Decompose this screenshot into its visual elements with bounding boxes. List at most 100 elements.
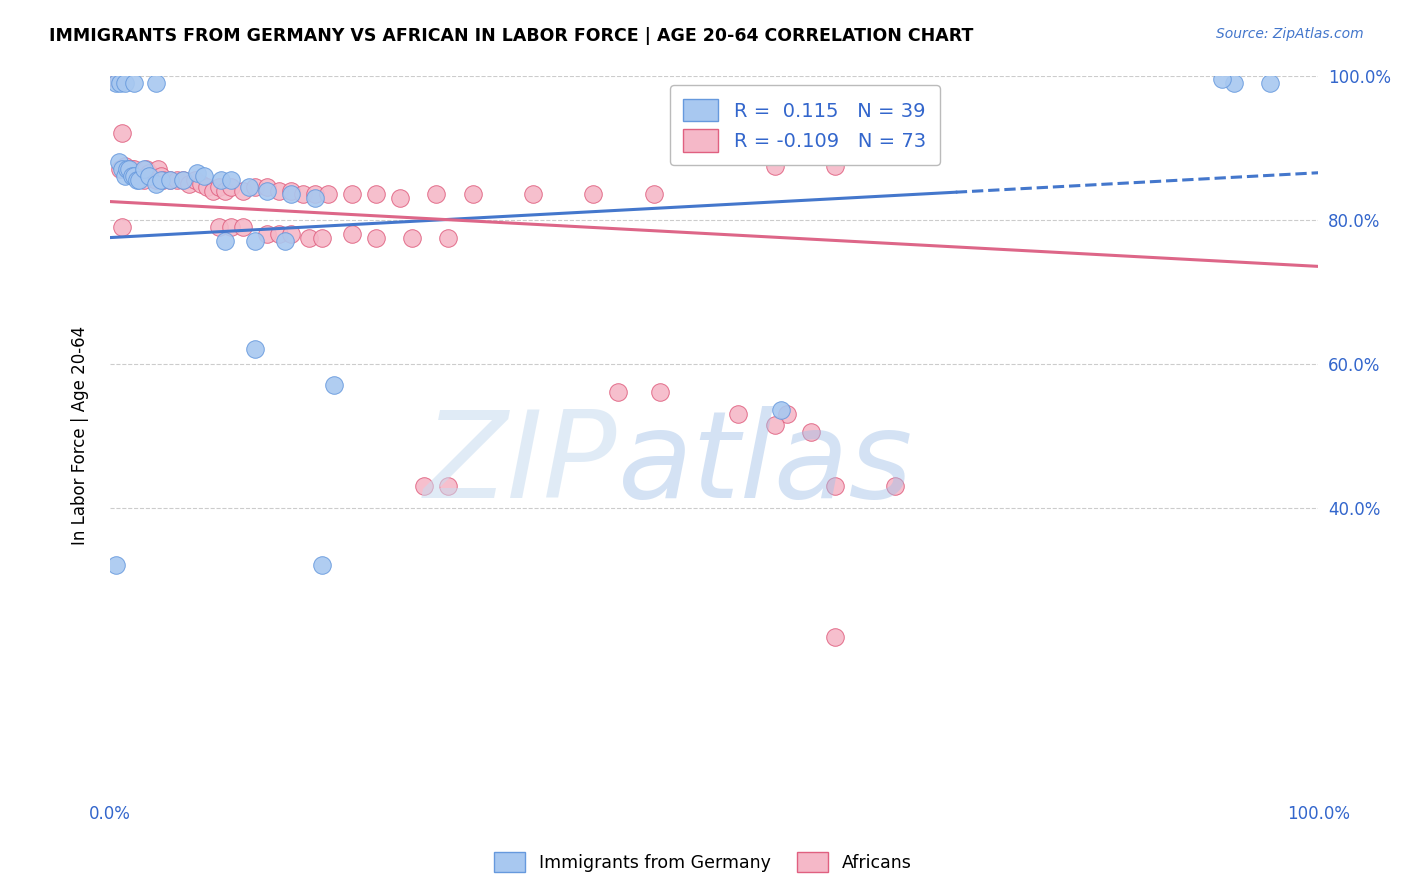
Point bbox=[311, 230, 333, 244]
Point bbox=[159, 173, 181, 187]
Point bbox=[800, 425, 823, 439]
Point bbox=[824, 630, 846, 644]
Point bbox=[340, 227, 363, 241]
Point bbox=[769, 403, 792, 417]
Text: ZIP: ZIP bbox=[425, 406, 617, 523]
Point bbox=[209, 173, 232, 187]
Point bbox=[145, 177, 167, 191]
Point bbox=[643, 187, 665, 202]
Point bbox=[159, 173, 181, 187]
Point bbox=[437, 230, 460, 244]
Point bbox=[183, 173, 205, 187]
Point bbox=[582, 187, 605, 202]
Point bbox=[304, 187, 326, 202]
Point bbox=[1211, 72, 1233, 87]
Text: IMMIGRANTS FROM GERMANY VS AFRICAN IN LABOR FORCE | AGE 20-64 CORRELATION CHART: IMMIGRANTS FROM GERMANY VS AFRICAN IN LA… bbox=[49, 27, 973, 45]
Point bbox=[269, 184, 291, 198]
Point bbox=[122, 169, 145, 184]
Point bbox=[340, 187, 363, 202]
Point bbox=[111, 219, 134, 234]
Point bbox=[214, 184, 236, 198]
Point bbox=[1222, 76, 1244, 90]
Point bbox=[121, 169, 143, 184]
Point bbox=[824, 479, 846, 493]
Point bbox=[149, 173, 172, 187]
Point bbox=[208, 180, 231, 194]
Point bbox=[389, 191, 412, 205]
Point bbox=[311, 558, 333, 573]
Point bbox=[256, 227, 278, 241]
Point bbox=[298, 230, 321, 244]
Text: Source: ZipAtlas.com: Source: ZipAtlas.com bbox=[1216, 27, 1364, 41]
Legend: R =  0.115   N = 39, R = -0.109   N = 73: R = 0.115 N = 39, R = -0.109 N = 73 bbox=[669, 86, 939, 165]
Point bbox=[884, 479, 907, 493]
Point bbox=[149, 169, 172, 184]
Point bbox=[108, 162, 131, 177]
Point bbox=[114, 76, 136, 90]
Point bbox=[316, 187, 339, 202]
Point bbox=[437, 479, 460, 493]
Point bbox=[111, 162, 134, 177]
Point bbox=[256, 180, 278, 194]
Point bbox=[177, 177, 200, 191]
Point bbox=[152, 173, 174, 187]
Point bbox=[280, 184, 302, 198]
Point bbox=[129, 169, 152, 184]
Point bbox=[256, 184, 278, 198]
Point bbox=[413, 479, 436, 493]
Point bbox=[190, 177, 212, 191]
Point bbox=[145, 76, 167, 90]
Point bbox=[776, 407, 799, 421]
Point bbox=[125, 166, 148, 180]
Point bbox=[172, 173, 194, 187]
Point bbox=[292, 187, 315, 202]
Point bbox=[128, 173, 150, 187]
Point bbox=[107, 155, 129, 169]
Point bbox=[522, 187, 544, 202]
Point bbox=[118, 162, 141, 177]
Point bbox=[606, 385, 628, 400]
Point bbox=[727, 407, 749, 421]
Point bbox=[461, 187, 484, 202]
Point bbox=[121, 162, 143, 177]
Point bbox=[105, 76, 128, 90]
Point bbox=[243, 180, 266, 194]
Point bbox=[364, 187, 387, 202]
Point bbox=[138, 169, 160, 184]
Point bbox=[122, 162, 145, 177]
Point bbox=[219, 173, 242, 187]
Point bbox=[201, 184, 224, 198]
Point bbox=[115, 162, 138, 177]
Point bbox=[238, 180, 260, 194]
Point bbox=[141, 169, 163, 184]
Point bbox=[304, 191, 326, 205]
Point bbox=[193, 169, 215, 184]
Point bbox=[166, 173, 188, 187]
Point bbox=[425, 187, 447, 202]
Point bbox=[145, 173, 167, 187]
Point bbox=[148, 162, 170, 177]
Point bbox=[364, 230, 387, 244]
Point bbox=[232, 219, 254, 234]
Point bbox=[763, 417, 786, 432]
Point bbox=[208, 219, 231, 234]
Point bbox=[195, 180, 218, 194]
Point bbox=[243, 342, 266, 356]
Point bbox=[232, 184, 254, 198]
Point bbox=[114, 159, 136, 173]
Point bbox=[186, 166, 208, 180]
Point bbox=[214, 234, 236, 248]
Point bbox=[105, 72, 128, 87]
Point bbox=[401, 230, 423, 244]
Point bbox=[108, 76, 131, 90]
Point bbox=[280, 187, 302, 202]
Y-axis label: In Labor Force | Age 20-64: In Labor Force | Age 20-64 bbox=[72, 326, 89, 545]
Point bbox=[219, 180, 242, 194]
Point bbox=[132, 162, 155, 177]
Point bbox=[114, 169, 136, 184]
Point bbox=[105, 558, 128, 573]
Point bbox=[135, 162, 157, 177]
Text: atlas: atlas bbox=[617, 406, 912, 523]
Legend: Immigrants from Germany, Africans: Immigrants from Germany, Africans bbox=[486, 845, 920, 879]
Point bbox=[763, 159, 786, 173]
